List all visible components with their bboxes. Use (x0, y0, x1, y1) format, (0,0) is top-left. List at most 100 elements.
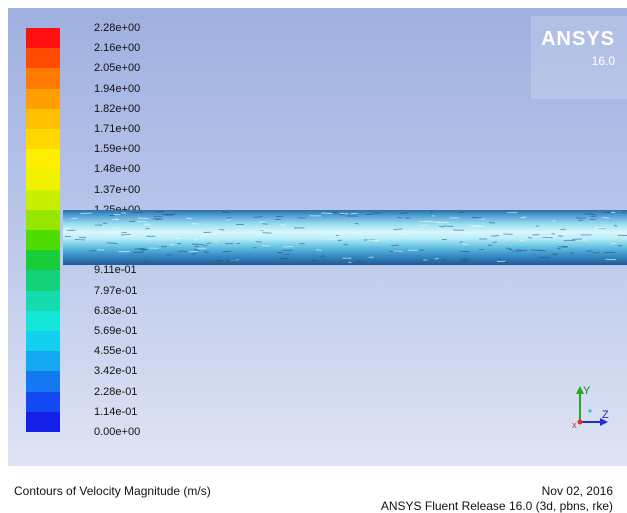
velocity-vector (614, 226, 618, 227)
velocity-vector (124, 236, 131, 237)
velocity-vector (552, 254, 558, 255)
velocity-vector (394, 229, 403, 230)
velocity-vector (519, 241, 525, 242)
velocity-vector (344, 244, 348, 245)
velocity-vector (459, 212, 464, 213)
ansys-logo: ANSYS 16.0 (531, 16, 627, 99)
legend-swatch (26, 89, 60, 109)
velocity-vector (279, 258, 288, 259)
velocity-vector (555, 233, 559, 234)
velocity-vector (192, 224, 199, 225)
velocity-vector (253, 217, 262, 218)
velocity-vector (129, 221, 135, 222)
legend-swatch (26, 270, 60, 290)
velocity-vector (472, 218, 482, 219)
velocity-vector (539, 257, 549, 258)
legend-swatch (26, 311, 60, 331)
velocity-vector (161, 246, 167, 247)
velocity-vector (443, 226, 453, 227)
velocity-vector (585, 214, 596, 215)
legend-swatch (26, 371, 60, 391)
velocity-vector (421, 225, 427, 226)
velocity-vector (528, 238, 532, 239)
legend-swatch (26, 250, 60, 270)
legend-swatch (26, 169, 60, 189)
legend-swatch (26, 412, 60, 432)
velocity-vector (333, 213, 338, 214)
velocity-vector (280, 225, 286, 226)
legend-label: 6.83e-01 (94, 305, 137, 317)
velocity-vector (593, 252, 600, 253)
plot-title: Contours of Velocity Magnitude (m/s) (14, 484, 211, 498)
velocity-vector (435, 258, 439, 259)
velocity-vector (359, 234, 363, 235)
velocity-vector (558, 247, 568, 248)
velocity-vector (222, 251, 231, 252)
velocity-vector (391, 245, 398, 246)
legend-label: 0.00e+00 (94, 426, 140, 438)
legend-swatch (26, 291, 60, 311)
velocity-vector (542, 238, 550, 239)
velocity-vector (553, 221, 556, 222)
velocity-vector (516, 250, 527, 251)
y-axis-label: Y (583, 385, 591, 397)
velocity-vector (356, 261, 362, 262)
velocity-vector (327, 239, 336, 240)
legend-swatch (26, 48, 60, 68)
velocity-streaks (63, 210, 627, 265)
legend-label: 1.59e+00 (94, 143, 140, 155)
x-axis-label: X (572, 423, 577, 430)
legend-label: 3.42e-01 (94, 365, 137, 377)
velocity-vector (256, 242, 262, 243)
velocity-vector (491, 236, 499, 237)
triad-center-dot (588, 409, 591, 412)
legend-swatch (26, 28, 60, 48)
velocity-vector (602, 217, 609, 218)
velocity-vector (75, 239, 85, 240)
velocity-vector (398, 217, 402, 218)
velocity-vector (138, 218, 149, 219)
velocity-vector (430, 212, 433, 213)
velocity-vector (322, 213, 333, 214)
legend-label: 9.11e-01 (94, 264, 137, 276)
legend-swatch (26, 230, 60, 250)
velocity-vector (263, 233, 272, 234)
legend-swatch (26, 392, 60, 412)
velocity-vector (165, 214, 176, 215)
x-axis-dot (578, 420, 583, 425)
legend-label: 7.97e-01 (94, 285, 137, 297)
pipe-velocity-contour[interactable] (63, 210, 627, 265)
axis-triad[interactable]: Y Z X (560, 382, 610, 432)
legend-label: 1.48e+00 (94, 163, 140, 175)
velocity-vector (479, 249, 484, 250)
velocity-vector (393, 251, 402, 252)
velocity-vector (193, 239, 199, 240)
velocity-vector (399, 213, 408, 214)
velocity-vector (261, 228, 265, 229)
velocity-vector (552, 234, 555, 235)
legend-label: 1.37e+00 (94, 184, 140, 196)
plot-date: Nov 02, 2016 (542, 484, 613, 498)
legend-label: 1.82e+00 (94, 103, 140, 115)
velocity-vector (121, 234, 131, 235)
legend-swatch (26, 210, 60, 230)
legend-label: 1.14e-01 (94, 406, 137, 418)
velocity-vector (611, 243, 616, 244)
legend-label: 2.28e-01 (94, 386, 137, 398)
velocity-vector (278, 253, 283, 254)
velocity-vector (207, 243, 211, 244)
legend-swatch (26, 351, 60, 371)
velocity-vector (64, 228, 70, 229)
velocity-vector (254, 248, 257, 249)
legend-label: 1.94e+00 (94, 83, 140, 95)
velocity-vector (461, 259, 468, 260)
legend-label: 2.16e+00 (94, 42, 140, 54)
logo-version: 16.0 (592, 54, 615, 68)
legend-swatch (26, 149, 60, 169)
velocity-vector (137, 221, 147, 222)
legend-swatch (26, 68, 60, 88)
velocity-vector (564, 241, 568, 242)
velocity-vector (366, 214, 373, 215)
velocity-vector (155, 211, 164, 212)
